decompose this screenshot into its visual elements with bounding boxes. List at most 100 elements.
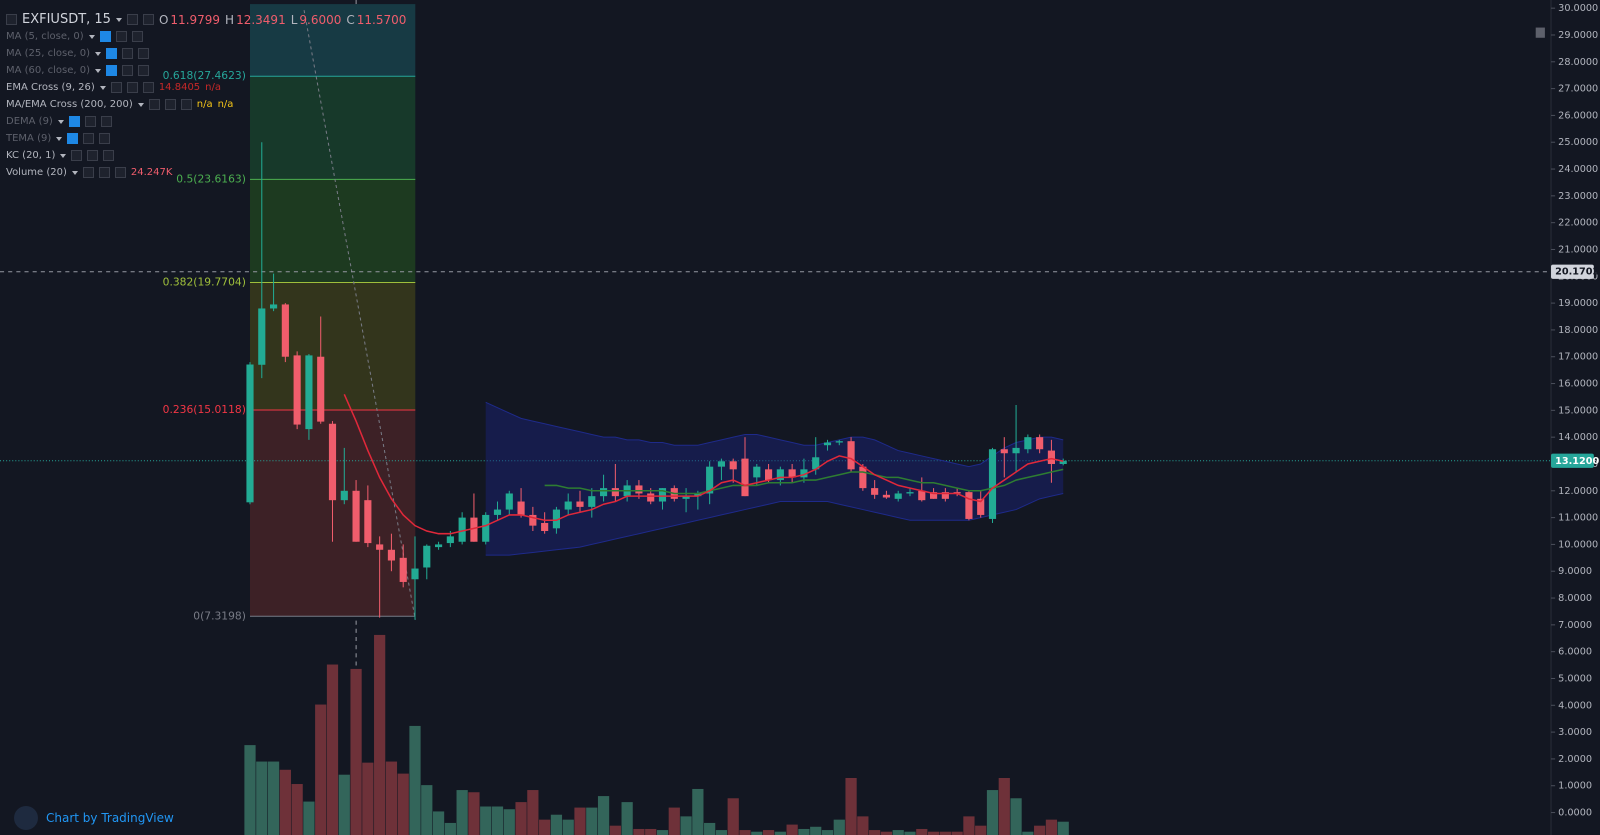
caret[interactable] [88,34,95,39]
volume-bar [751,831,763,835]
remove-icon[interactable] [138,65,150,76]
y-tick-label: 7.0000 [1558,620,1592,631]
eye-icon[interactable] [110,82,122,93]
volume-bar [1057,821,1069,835]
candle-body [541,522,549,532]
eye-icon[interactable] [99,31,111,42]
y-tick-label: 23.0000 [1558,191,1598,202]
candle-body [635,485,643,494]
indicator-value: n/a [205,82,222,93]
fib-level-label: 0.5(23.6163) [176,172,246,185]
watermark[interactable]: Chart by TradingView [14,806,174,830]
caret[interactable] [71,170,78,175]
ohlc-value: 9.6000 [299,12,342,27]
volume-bar [244,745,256,835]
settings-icon[interactable] [1535,27,1545,38]
y-tick-label: 12.0000 [1558,486,1598,497]
candle-body [1047,450,1055,464]
candle-body [340,490,348,501]
candle-body [564,501,572,510]
candle-body [741,458,749,497]
eye-icon[interactable] [106,65,118,76]
y-tick-label: 19.0000 [1558,298,1598,309]
y-tick-label: 22.0000 [1558,218,1598,229]
indicator-name: MA (25, close, 0) [6,48,91,59]
settings-icon[interactable] [122,48,134,59]
settings-icon[interactable] [126,82,138,93]
settings-icon[interactable] [98,167,110,178]
candle-body [941,492,949,499]
volume-bar [444,822,456,835]
y-tick-label: 26.0000 [1558,110,1598,121]
caret[interactable] [95,51,102,56]
candle-body [423,545,431,568]
indicator-value: 24.247K [130,167,173,178]
settings-icon[interactable] [83,133,95,144]
eye-icon[interactable] [71,150,83,161]
caret[interactable] [57,119,64,124]
remove-icon[interactable] [180,99,192,110]
remove-icon[interactable] [131,31,143,42]
icon [126,14,138,25]
settings-icon[interactable] [115,31,127,42]
volume-bar [362,762,374,835]
eye-icon[interactable] [82,167,94,178]
indicator-row: MA (60, close, 0) [6,62,406,79]
indicator-name: MA (60, close, 0) [6,65,91,76]
eye-icon[interactable] [106,48,118,59]
settings-icon[interactable] [122,65,134,76]
candle-body [399,557,407,582]
remove-icon[interactable] [114,167,126,178]
volume-bar [739,830,751,835]
candle-body [965,492,973,519]
y-tick-label: 2.0000 [1558,754,1592,765]
volume-bar [432,811,445,835]
remove-icon[interactable] [103,150,115,161]
volume-bar [774,831,786,835]
eye-icon[interactable] [68,116,80,127]
caret[interactable] [137,102,144,107]
price-tag: 13.1200 [1555,456,1599,467]
candle-body [906,492,914,494]
fib-level-label: 0.618(27.4623) [163,69,246,82]
candle-body [552,509,560,529]
candle-body [435,544,443,548]
volume-bar [609,825,621,835]
candle-body [977,498,985,515]
candle-body [411,568,419,580]
ohlc-value: 11.9799 [170,12,221,27]
ohlc-key: O [158,12,169,27]
legend: EXFIUSDT, 15 O 11.9799 H 12.3491 L 9.6000 C 11.5… [6,11,406,181]
candle-body [882,494,890,498]
y-tick-label: 3.0000 [1558,727,1592,738]
settings-icon[interactable] [84,116,96,127]
eye-icon[interactable] [148,99,160,110]
volume-bar [727,798,739,835]
volume-bar [397,773,409,835]
settings-icon[interactable] [87,150,99,161]
caret[interactable] [99,85,106,90]
caret[interactable] [56,136,63,141]
candle-body [1059,460,1067,464]
volume-bar [374,634,386,835]
candle-body [765,469,773,481]
candle-body [517,501,525,515]
caret[interactable] [115,17,122,22]
remove-icon[interactable] [100,116,112,127]
candle-body [1000,449,1008,454]
ema-slow-line [544,468,1064,495]
candle-body [470,517,478,542]
remove-icon[interactable] [99,133,111,144]
settings-icon[interactable] [164,99,176,110]
y-tick-label: 29.0000 [1558,30,1598,41]
candle-body [576,501,584,507]
volume-bar [680,816,692,835]
remove-icon[interactable] [142,82,154,93]
caret[interactable] [60,153,67,158]
caret[interactable] [95,68,102,73]
legend-collapse [6,14,17,25]
remove-icon[interactable] [138,48,150,59]
volume-bar [798,828,810,835]
eye-icon[interactable] [67,133,79,144]
volume-bar [515,802,527,835]
